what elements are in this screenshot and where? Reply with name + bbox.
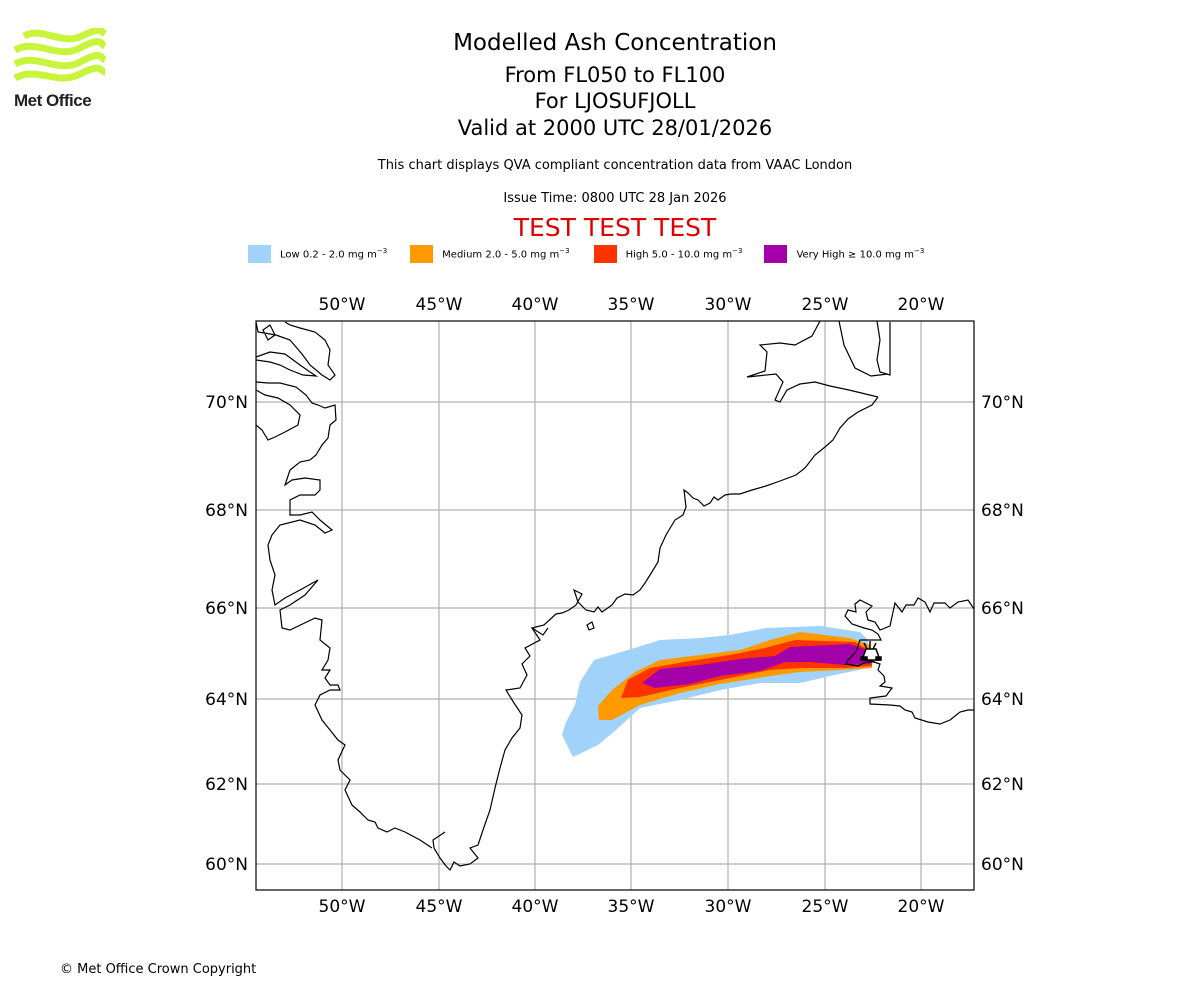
map-frame [255,320,975,891]
waves-icon [13,26,108,82]
x-tick-label: 40°W [512,295,559,315]
legend-item-medium: Medium 2.0 - 5.0 mg m−3 [410,245,570,263]
x-tick-label: 25°W [802,897,849,917]
y-tick-label: 64°N [981,690,1024,710]
y-tick-label: 62°N [205,775,248,795]
x-tick-label: 40°W [512,897,559,917]
volcano-name: For LJOSUFJOLL [534,89,696,113]
met-office-logo: Met Office [12,26,112,114]
y-tick-label: 66°N [981,599,1024,619]
coastline-greenland-west [256,321,433,849]
x-tick-label: 50°W [319,295,366,315]
logo-text: Met Office [14,91,92,110]
plume-very-high [642,644,870,688]
x-tick-label: 30°W [705,295,752,315]
legend-label-medium: Medium 2.0 - 5.0 mg m−3 [442,247,570,261]
legend-item-very-high: Very High ≥ 10.0 mg m−3 [764,245,924,263]
legend-swatch-medium [410,245,434,263]
x-tick-label: 35°W [608,295,655,315]
y-tick-label: 70°N [205,393,248,413]
x-tick-label: 35°W [608,897,655,917]
x-tick-label: 30°W [705,897,752,917]
chart-title: Modelled Ash Concentration [453,30,777,56]
x-tick-label: 20°W [898,897,945,917]
coastlines [256,321,974,872]
y-tick-label: 68°N [205,501,248,521]
legend-label-high: High 5.0 - 10.0 mg m−3 [625,247,743,261]
x-tick-label: 50°W [319,897,366,917]
y-tick-label: 62°N [981,775,1024,795]
x-tick-label: 25°W [802,295,849,315]
y-tick-labels-right: 70°N 68°N 66°N 64°N 62°N 60°N [981,393,1024,875]
y-tick-labels-left: 70°N 68°N 66°N 64°N 62°N 60°N [205,393,248,875]
legend-item-high: High 5.0 - 10.0 mg m−3 [593,245,743,263]
legend-item-low: Low 0.2 - 2.0 mg m−3 [248,245,387,263]
volcano-source-icon [860,641,882,661]
y-tick-label: 68°N [981,501,1024,521]
test-banner: TEST TEST TEST [513,213,717,242]
legend-swatch-high [593,245,617,263]
y-tick-label: 66°N [205,599,248,619]
y-tick-label: 64°N [205,690,248,710]
chart-description: This chart displays QVA compliant concen… [377,158,853,173]
x-tick-labels-top: 50°W 45°W 40°W 35°W 30°W 25°W 20°W [319,295,945,315]
y-tick-label: 60°N [981,855,1024,875]
legend-label-very-high: Very High ≥ 10.0 mg m−3 [796,247,925,261]
x-tick-label: 45°W [416,897,463,917]
coastline-greenland-east [432,321,891,872]
legend: Low 0.2 - 2.0 mg m−3 Medium 2.0 - 5.0 mg… [248,244,924,264]
copyright: © Met Office Crown Copyright [60,962,257,977]
graticule [256,321,974,890]
issue-time: Issue Time: 0800 UTC 28 Jan 2026 [503,191,727,206]
x-tick-label: 20°W [898,295,945,315]
valid-time: Valid at 2000 UTC 28/01/2026 [457,116,773,140]
x-tick-labels-bottom: 50°W 45°W 40°W 35°W 30°W 25°W 20°W [319,897,945,917]
y-tick-label: 70°N [981,393,1024,413]
legend-label-low: Low 0.2 - 2.0 mg m−3 [280,247,388,261]
legend-swatch-very-high [764,245,788,263]
flight-level-range: From FL050 to FL100 [504,63,726,87]
x-tick-label: 45°W [416,295,463,315]
coastline-island [586,621,595,631]
legend-swatch-low [248,245,271,263]
y-tick-label: 60°N [205,855,248,875]
